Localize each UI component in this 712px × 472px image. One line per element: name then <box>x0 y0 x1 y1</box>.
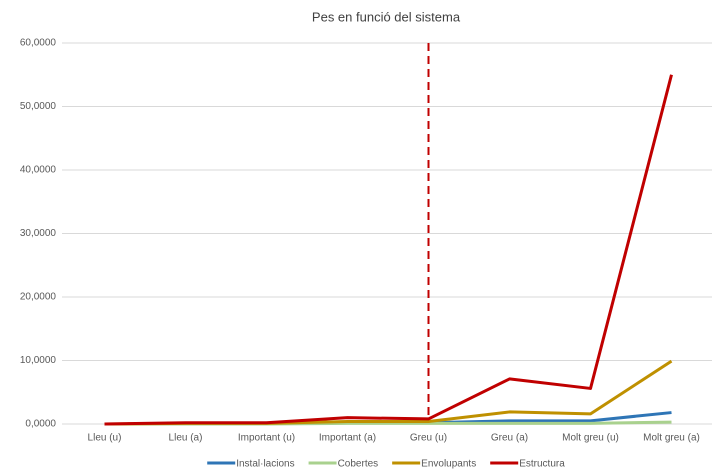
y-tick-label: 40,0000 <box>20 165 57 176</box>
series-line <box>104 74 673 426</box>
x-tick-label: Lleu (a) <box>169 433 203 444</box>
y-tick-label: 0,0000 <box>25 419 56 430</box>
x-tick-label: Greu (a) <box>491 433 528 444</box>
y-tick-label: 60,0000 <box>20 38 57 49</box>
legend-label: Envolupants <box>421 459 476 470</box>
x-tick-label: Lleu (u) <box>88 433 122 444</box>
x-tick-label: Molt greu (u) <box>562 433 619 444</box>
y-tick-label: 50,0000 <box>20 101 57 112</box>
y-tick-label: 10,0000 <box>20 355 57 366</box>
x-tick-label: Important (u) <box>238 433 295 444</box>
x-tick-label: Greu (u) <box>410 433 447 444</box>
x-tick-label: Molt greu (a) <box>643 433 700 444</box>
legend-label: Estructura <box>519 459 565 470</box>
chart-title: Pes en funció del sistema <box>312 9 461 24</box>
legend-label: Cobertes <box>338 459 379 470</box>
legend-label: Instal·lacions <box>236 459 294 470</box>
y-tick-label: 30,0000 <box>20 228 57 239</box>
legend: Instal·lacions Cobertes Envolupants Estruct… <box>207 459 565 470</box>
x-tick-label: Important (a) <box>319 433 376 444</box>
y-tick-label: 20,0000 <box>20 292 57 303</box>
